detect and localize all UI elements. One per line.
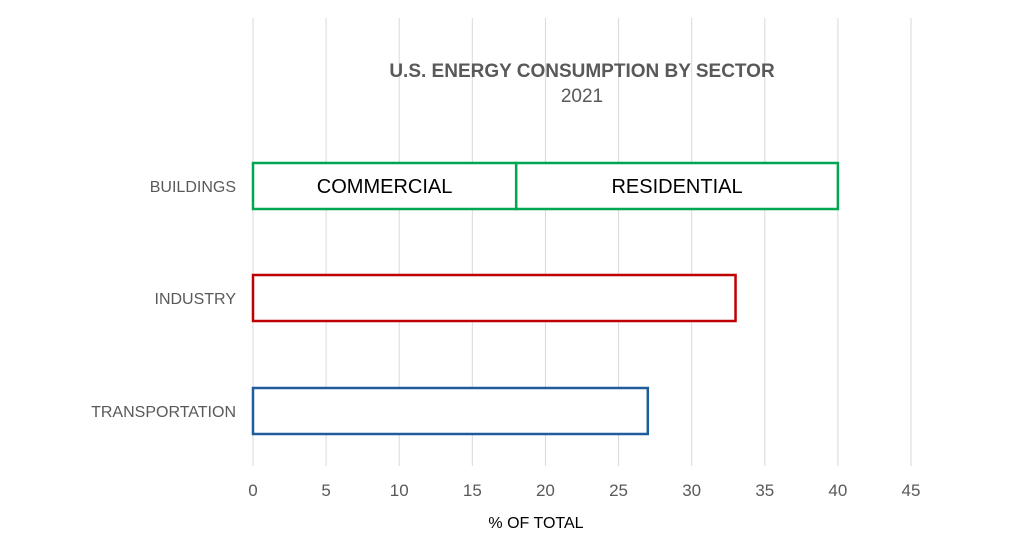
- bar-industry: [251, 273, 737, 323]
- x-tick-labels: 0 5 10 15 20 25 30 35 40 45: [248, 481, 920, 500]
- bar-residential: [514, 161, 840, 211]
- chart-subtitle: 2021: [561, 86, 603, 107]
- x-tick-label-40: 40: [828, 481, 847, 500]
- x-tick-label-15: 15: [463, 481, 482, 500]
- x-axis-title: % OF TOTAL: [488, 515, 583, 532]
- category-label-buildings: BUILDINGS: [150, 179, 236, 196]
- category-label-industry: INDUSTRY: [155, 291, 237, 308]
- x-tick-label-25: 25: [609, 481, 628, 500]
- x-tick-label-45: 45: [902, 481, 921, 500]
- x-tick-label-5: 5: [321, 481, 330, 500]
- segment-label-commercial: COMMERCIAL: [317, 176, 453, 198]
- category-labels: BUILDINGS INDUSTRY TRANSPORTATION: [91, 179, 236, 421]
- bars: COMMERCIAL RESIDENTIAL: [251, 161, 840, 436]
- x-tick-label-20: 20: [536, 481, 555, 500]
- x-tick-label-30: 30: [682, 481, 701, 500]
- x-tick-label-0: 0: [248, 481, 257, 500]
- gridlines: [252, 18, 912, 466]
- bar-transportation: [251, 386, 650, 436]
- chart-title: U.S. ENERGY CONSUMPTION BY SECTOR: [389, 61, 775, 82]
- segment-label-residential: RESIDENTIAL: [611, 176, 742, 198]
- x-tick-label-35: 35: [755, 481, 774, 500]
- category-label-transportation: TRANSPORTATION: [91, 404, 236, 421]
- x-tick-label-10: 10: [390, 481, 409, 500]
